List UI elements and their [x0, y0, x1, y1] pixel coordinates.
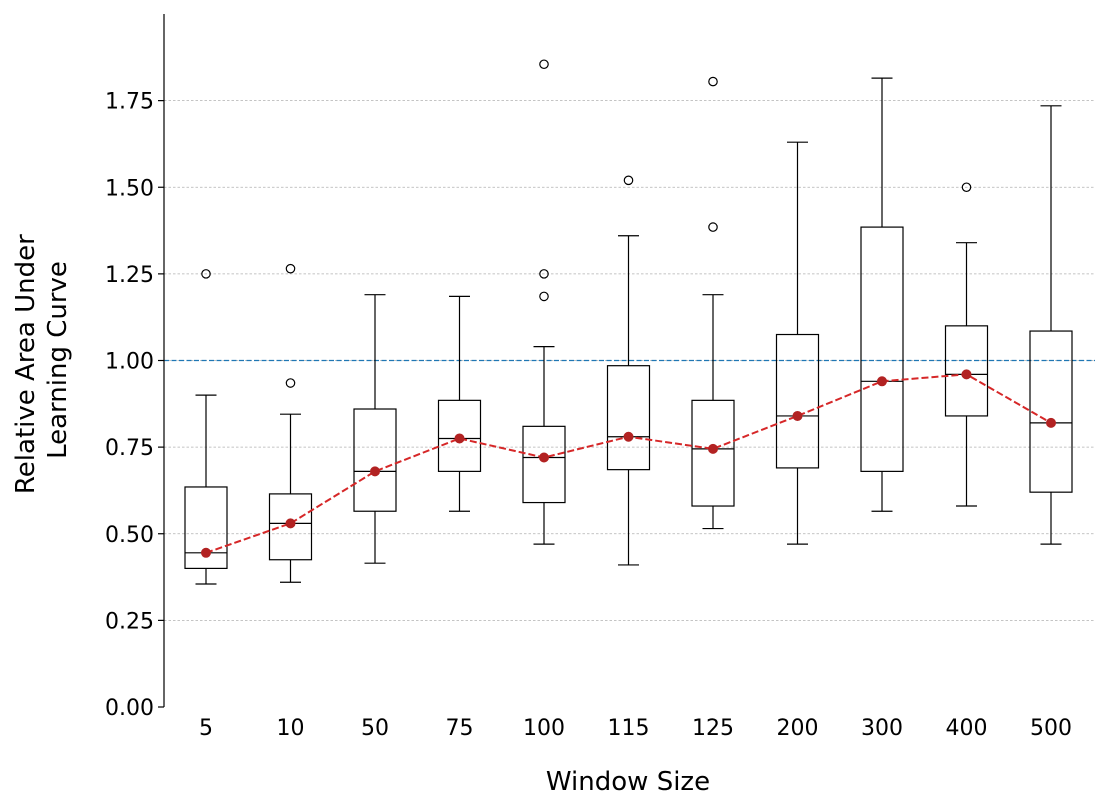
x-tick-label: 10: [277, 716, 305, 741]
iqr-box: [522, 425, 566, 504]
median-trend-point: [539, 452, 549, 463]
iqr-box: [606, 365, 651, 471]
median-trend-point: [285, 518, 296, 529]
median-trend-series: [201, 369, 1056, 558]
box-500: [1029, 105, 1073, 545]
outlier-point: [708, 76, 718, 87]
y-tick-label: 1.75: [105, 90, 154, 115]
box-5: [184, 269, 228, 585]
y-axis-title-line-2: Learning Curve: [43, 261, 73, 459]
box-50: [353, 294, 397, 564]
y-axis-title: Relative Area Under Learning Curve: [11, 226, 73, 494]
median-trend-point: [708, 443, 718, 454]
y-axis-title-line-1: Relative Area Under: [11, 234, 41, 494]
median-trend-point: [201, 547, 211, 558]
outlier-point: [623, 175, 634, 186]
iqr-box: [437, 399, 482, 472]
box-100: [522, 59, 566, 545]
median-trend-point: [454, 433, 465, 444]
grid-lines: [164, 100, 1095, 621]
y-tick-label: 1.50: [105, 176, 154, 201]
iqr-box: [944, 325, 989, 417]
x-tick-label: 75: [446, 716, 474, 741]
median-trend-point: [877, 376, 887, 387]
iqr-box: [691, 399, 735, 507]
x-tick-label: 125: [692, 716, 734, 741]
x-tick-label: 115: [608, 716, 650, 741]
x-axis-title: Window Size: [546, 767, 710, 797]
iqr-box: [1029, 330, 1073, 493]
y-tick-label: 1.25: [105, 263, 154, 288]
median-trend-point: [370, 466, 380, 477]
median-trend-point: [623, 431, 634, 442]
x-tick-label: 300: [861, 716, 903, 741]
iqr-box: [353, 408, 397, 512]
iqr-box: [268, 493, 313, 561]
box-series: [184, 59, 1073, 585]
x-tick-label: 100: [523, 716, 565, 741]
box-125: [691, 76, 735, 530]
box-400: [944, 182, 989, 507]
outlier-point: [708, 222, 718, 232]
x-tick-label: 400: [946, 716, 988, 741]
x-tick-label: 200: [777, 716, 819, 741]
box-75: [437, 295, 482, 512]
median-trend-point: [961, 369, 972, 380]
outlier-point: [285, 378, 296, 388]
box-200: [775, 141, 820, 545]
box-300: [860, 77, 904, 512]
x-tick-label: 5: [199, 716, 213, 741]
y-tick-label: 1.00: [105, 350, 154, 375]
outlier-point: [539, 291, 549, 302]
median-trend-point: [1046, 417, 1056, 428]
y-tick-label: 0.25: [105, 609, 154, 634]
y-axis-ticks: 0.00 0.25 0.50 0.75 1.00 1.25 1.50 1.75: [105, 90, 164, 721]
x-axis-ticks: 5 10 50 75 100 115 125 200 300 400 500: [199, 716, 1072, 741]
box-115: [606, 175, 651, 566]
x-tick-label: 500: [1030, 716, 1072, 741]
iqr-box: [775, 333, 820, 469]
median-trend-point: [792, 410, 803, 421]
y-tick-label: 0.75: [105, 436, 154, 461]
box-10: [268, 263, 313, 583]
x-tick-label: 50: [361, 716, 389, 741]
outlier-point: [539, 59, 549, 70]
y-tick-label: 0.00: [105, 696, 154, 721]
outlier-point: [539, 269, 549, 279]
outlier-point: [285, 263, 296, 274]
y-tick-label: 0.50: [105, 523, 154, 548]
outlier-point: [961, 182, 972, 193]
iqr-box: [184, 486, 228, 570]
outlier-point: [201, 269, 211, 279]
iqr-box: [860, 226, 904, 472]
